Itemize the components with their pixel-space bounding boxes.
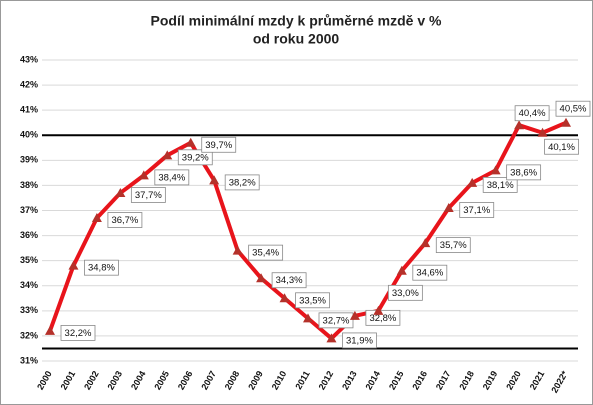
marker [185,137,196,147]
marker [349,310,360,320]
value-label-box [60,324,96,341]
marker [561,117,571,127]
chart-title: Podíl minimální mzdy k průměrné mzdě v % [151,13,443,29]
value-label: 35,4% [252,248,279,259]
marker [162,150,173,160]
value-label-box [459,202,495,218]
value-label: 32,7% [323,315,350,326]
y-tick-label: 36% [20,230,38,240]
y-tick-label: 33% [20,305,38,315]
value-label: 37,1% [463,205,490,216]
marker [209,175,220,185]
value-label-box [435,237,471,254]
marker [443,202,454,212]
value-label-box [342,332,377,349]
value-label: 33,5% [299,295,326,306]
y-tick-label: 38% [20,180,38,190]
value-label: 37,7% [135,190,162,201]
value-label-box [318,312,354,329]
marker [45,325,55,335]
value-label-box [295,292,330,309]
value-label-box [506,164,542,181]
value-label-box [84,259,119,276]
marker [303,313,313,323]
marker [490,165,501,175]
y-tick-label: 31% [20,355,38,365]
y-tick-label: 39% [20,155,38,165]
marker [537,127,548,137]
value-label-box [514,105,550,122]
value-label: 36,7% [111,215,138,226]
y-tick-label: 32% [20,330,38,340]
marker [514,120,525,130]
y-tick-label: 34% [20,280,38,290]
value-label-box [387,284,423,301]
marker [467,177,478,187]
value-label: 38,2% [229,177,256,188]
value-label: 40,1% [548,142,575,153]
value-label-box [412,264,448,281]
y-tick-label: 42% [20,79,38,89]
value-label: 34,8% [88,263,115,274]
value-label-box [154,169,190,186]
value-label: 34,3% [276,275,303,286]
value-label: 31,9% [346,335,373,346]
marker [396,265,407,275]
value-label-box [224,174,260,191]
value-label: 39,7% [205,140,232,151]
value-label-box [544,138,579,155]
value-label: 33,0% [392,288,419,299]
value-label-box [130,187,166,203]
y-tick-label: 43% [20,54,38,64]
y-tick-label: 35% [20,255,38,265]
marker [326,333,337,343]
y-tick-label: 37% [20,205,38,215]
value-label: 38,4% [158,172,185,183]
value-label: 39,2% [182,152,209,163]
value-label: 35,7% [440,240,467,251]
value-label-box [177,149,213,166]
marker [115,187,126,197]
value-label: 32,8% [369,313,396,324]
marker [91,213,102,223]
marker [373,305,384,315]
marker [256,273,267,283]
chart-subtitle: od roku 2000 [253,31,340,47]
value-label: 32,2% [65,328,92,339]
marker [138,170,149,180]
y-tick-label: 41% [20,105,38,115]
value-label-box [107,212,143,228]
value-label: 40,4% [519,108,546,119]
y-tick-label: 40% [20,130,38,140]
value-label-box [482,177,518,193]
value-label-box [201,136,237,153]
marker [232,245,243,255]
value-label-box [248,244,284,261]
marker [279,293,290,303]
value-label: 34,6% [416,268,443,279]
value-label: 40,5% [560,104,587,115]
value-label: 38,6% [510,167,537,178]
value-label: 38,1% [487,180,514,191]
marker [68,260,79,270]
value-label-box [271,272,307,289]
value-label-box [555,100,591,117]
marker [420,238,431,248]
